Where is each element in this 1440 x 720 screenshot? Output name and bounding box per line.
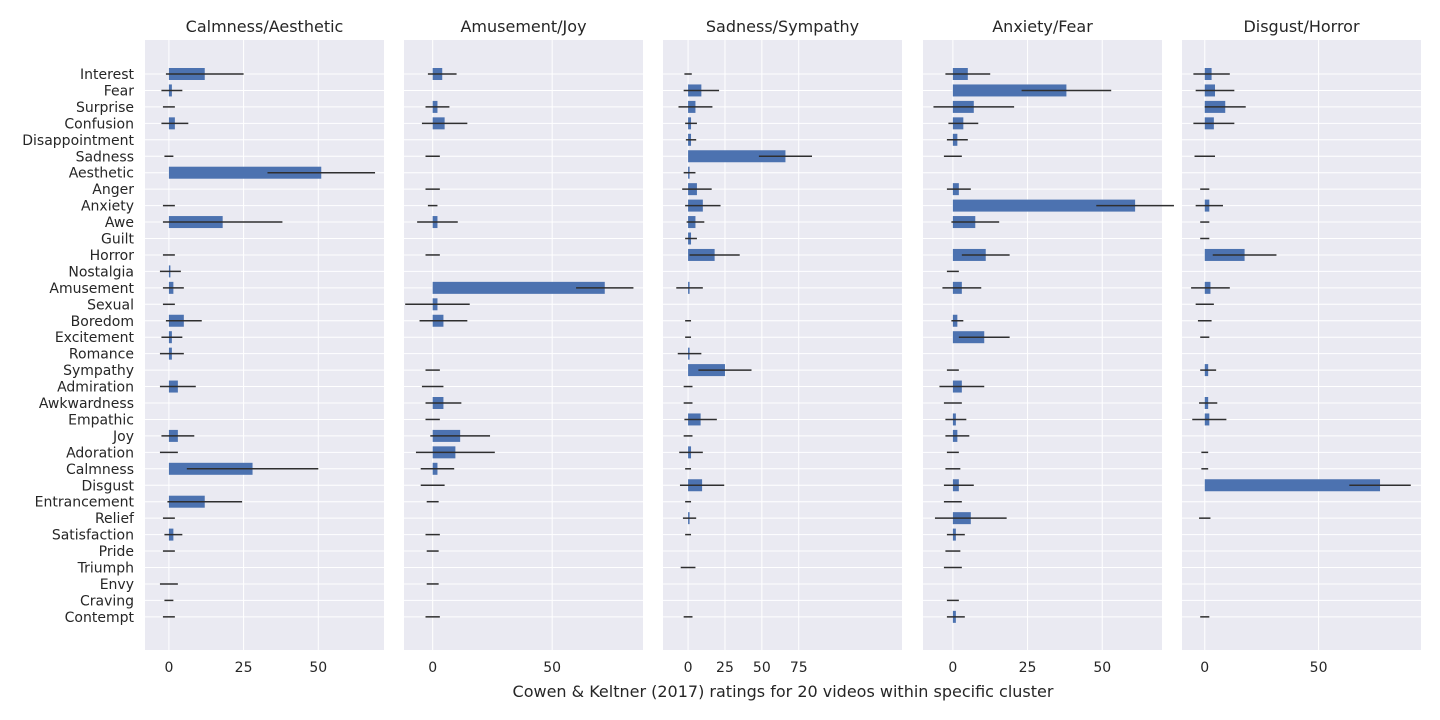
bar [688, 150, 786, 163]
x-tick-label: 0 [684, 660, 693, 676]
x-tick-label: 25 [1019, 660, 1037, 676]
category-label: Admiration [57, 380, 134, 396]
subplot-background [923, 40, 1162, 650]
category-label: Aesthetic [69, 166, 134, 182]
category-label: Anxiety [81, 199, 134, 215]
category-label: Nostalgia [68, 264, 134, 280]
x-axis-label: Cowen & Keltner (2017) ratings for 20 vi… [513, 682, 1054, 701]
category-label: Pride [99, 544, 134, 560]
category-label: Interest [80, 67, 134, 83]
category-label: Joy [112, 429, 134, 445]
category-label: Disgust [81, 478, 134, 494]
category-label: Fear [104, 83, 134, 99]
category-label: Confusion [64, 116, 134, 132]
subplot-background [1182, 40, 1421, 650]
bar [952, 84, 1067, 97]
category-label: Boredom [71, 314, 134, 330]
category-label: Guilt [101, 232, 135, 248]
subplot-title: Calmness/Aesthetic [186, 17, 344, 36]
subplot-title: Disgust/Horror [1243, 17, 1360, 36]
x-tick-label: 75 [790, 660, 808, 676]
category-label: Horror [90, 248, 135, 264]
category-label: Contempt [65, 610, 135, 626]
category-label: Satisfaction [52, 528, 134, 544]
bar [1204, 479, 1381, 492]
category-label: Amusement [49, 281, 134, 297]
subplot-background [663, 40, 902, 650]
bar [432, 281, 605, 294]
x-tick-label: 25 [235, 660, 253, 676]
category-label: Sexual [87, 297, 134, 313]
x-tick-label: 0 [1200, 660, 1209, 676]
category-label: Anger [92, 182, 134, 198]
subplot-background [404, 40, 643, 650]
x-tick-label: 50 [1093, 660, 1111, 676]
subplot: 0 25 50 75 Sadness/Sympathy [663, 17, 902, 676]
category-label: Craving [80, 593, 134, 609]
subplot: 0 50 Disgust/Horror [1182, 17, 1421, 676]
category-label: Sadness [76, 149, 134, 165]
bar [952, 199, 1136, 212]
subplot: 0 25 50 Calmness/Aesthetic [145, 17, 384, 676]
category-label: Disappointment [22, 133, 134, 149]
category-label: Adoration [66, 445, 134, 461]
category-label: Romance [69, 347, 134, 363]
subplot-title: Amusement/Joy [460, 17, 586, 36]
x-tick-label: 50 [1310, 660, 1328, 676]
subplot: 0 25 50 Anxiety/Fear [923, 17, 1174, 676]
subplot-title: Sadness/Sympathy [706, 17, 859, 36]
bar [168, 166, 322, 179]
category-label: Relief [95, 511, 135, 527]
x-tick-label: 0 [948, 660, 957, 676]
category-label: Empathic [68, 412, 134, 428]
subplot: 0 50 Amusement/Joy [404, 17, 643, 676]
category-labels: InterestFearSurpriseConfusionDisappointm… [22, 67, 135, 626]
category-label: Excitement [55, 330, 135, 346]
x-tick-label: 50 [309, 660, 327, 676]
subplot-title: Anxiety/Fear [992, 17, 1093, 36]
category-label: Surprise [76, 100, 134, 116]
x-tick-label: 0 [428, 660, 437, 676]
x-tick-label: 50 [753, 660, 771, 676]
category-label: Calmness [66, 462, 134, 478]
category-label: Sympathy [63, 363, 134, 379]
subplot-background [145, 40, 384, 650]
category-label: Envy [100, 577, 134, 593]
category-label: Awe [105, 215, 134, 231]
x-tick-label: 25 [716, 660, 734, 676]
category-label: Entrancement [35, 495, 135, 511]
x-tick-label: 0 [164, 660, 173, 676]
category-label: Awkwardness [39, 396, 134, 412]
category-label: Triumph [77, 561, 134, 577]
x-tick-label: 50 [543, 660, 561, 676]
